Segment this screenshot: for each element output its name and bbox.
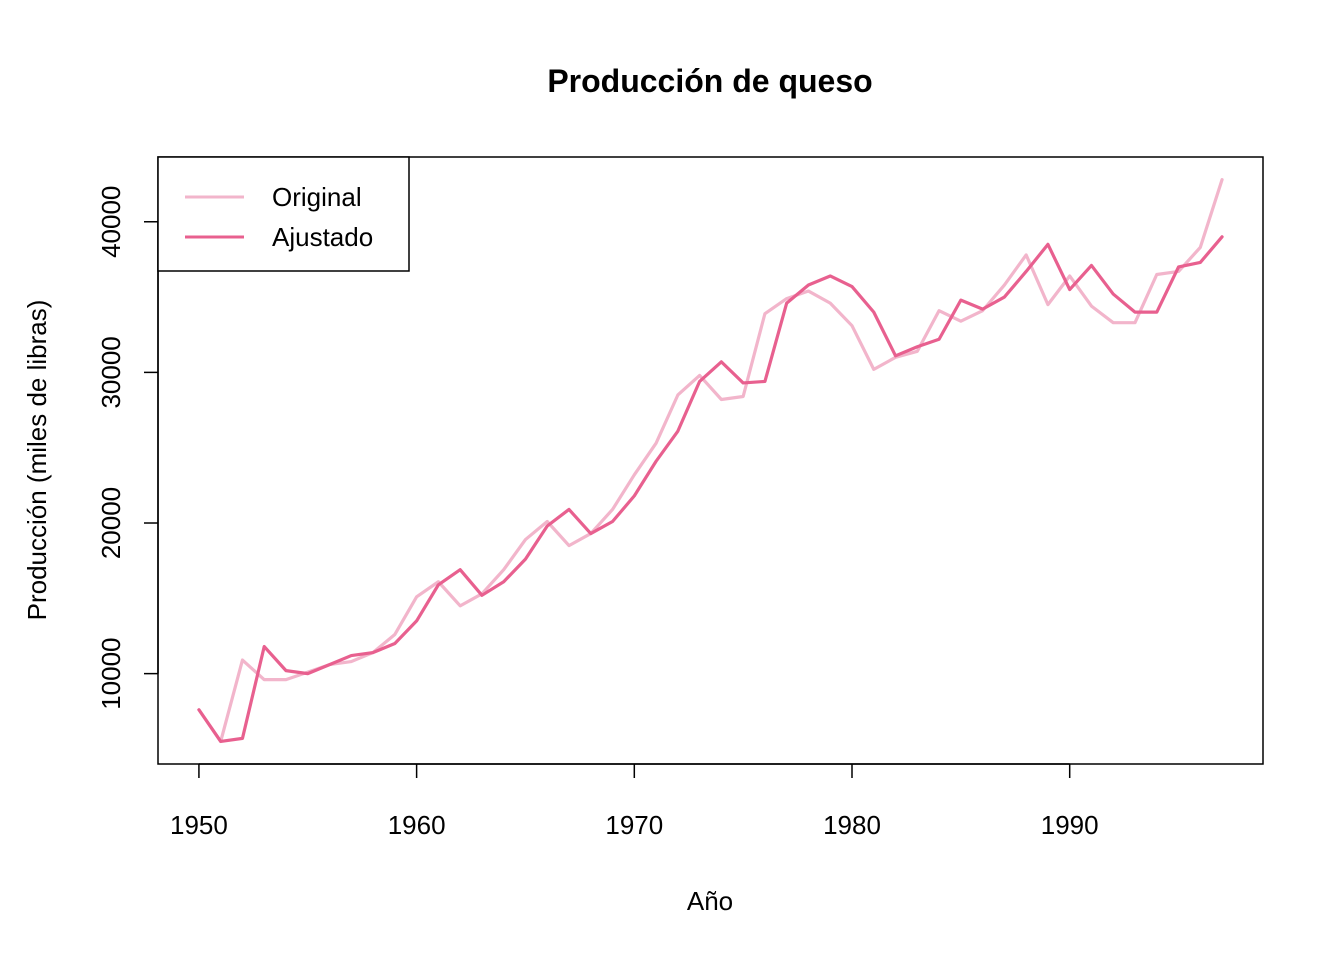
series-line-ajustado <box>197 235 1224 744</box>
x-tick-label: 1960 <box>388 810 446 840</box>
y-tick-label: 30000 <box>96 336 126 408</box>
x-tick-label: 1970 <box>605 810 663 840</box>
legend-label-ajustado: Ajustado <box>272 222 373 252</box>
series-layer <box>197 177 1224 744</box>
x-tick-label: 1990 <box>1041 810 1099 840</box>
y-axis: 10000 20000 30000 40000 <box>96 186 159 710</box>
y-axis-label: Producción (miles de libras) <box>22 300 52 621</box>
x-axis: 1950 1960 1970 1980 1990 <box>170 763 1099 840</box>
legend-box <box>157 156 410 272</box>
y-tick-label: 20000 <box>96 487 126 559</box>
legend-label-original: Original <box>272 182 362 212</box>
y-tick-label: 40000 <box>96 186 126 258</box>
legend: Original Ajustado <box>157 156 410 272</box>
x-tick-label: 1950 <box>170 810 228 840</box>
x-axis-label: Año <box>687 886 733 916</box>
chart-title: Producción de queso <box>547 63 872 99</box>
y-tick-label: 10000 <box>96 637 126 709</box>
x-tick-label: 1980 <box>823 810 881 840</box>
